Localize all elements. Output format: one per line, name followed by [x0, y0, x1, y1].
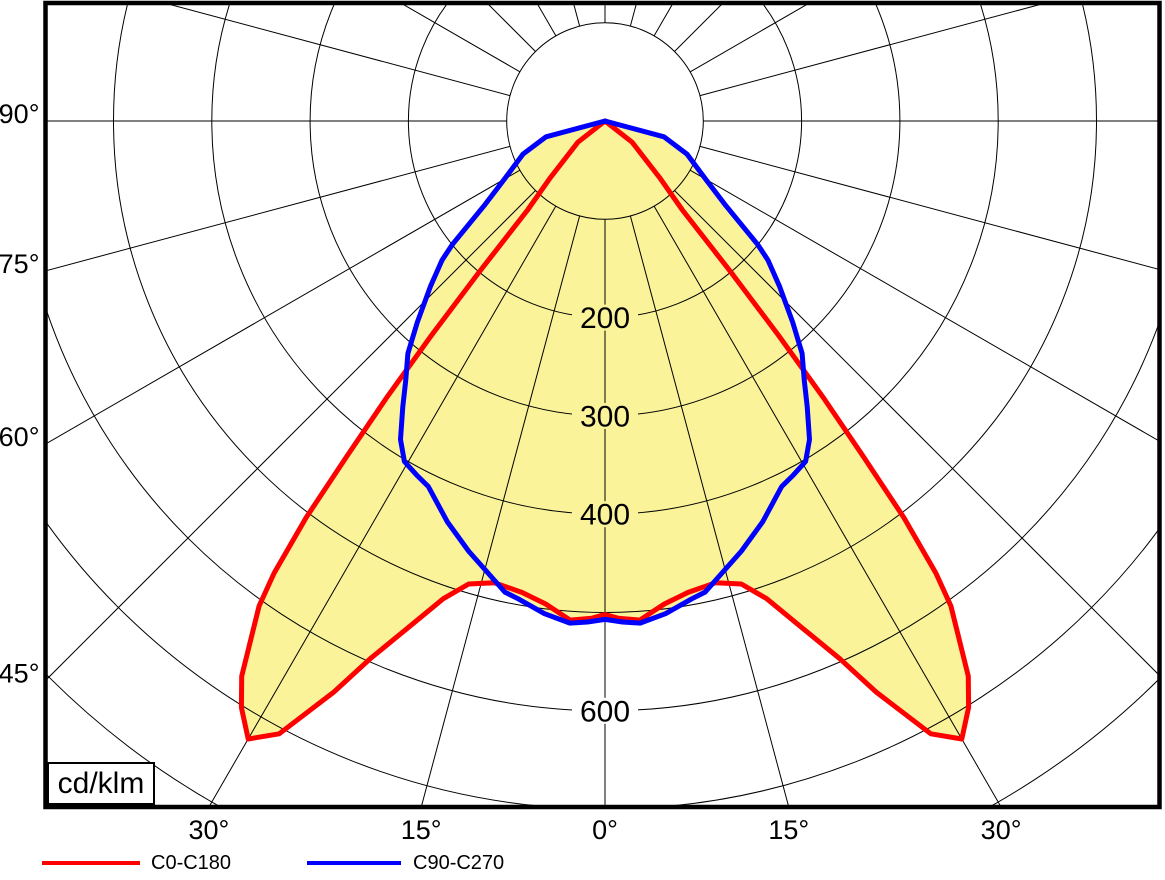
plot-border — [43, 0, 1162, 810]
grid-ray-330 — [209, 205, 557, 806]
gamma-label-left-75: 75° — [0, 249, 40, 279]
ring-label-200: 200 — [580, 302, 630, 335]
grid-ray-75 — [699, 145, 1158, 270]
gamma-label-left-90: 90° — [0, 99, 40, 129]
legend-item-c0-c180: C0-C180 — [42, 850, 231, 876]
gamma-label-bottom-0: 0° — [592, 815, 618, 845]
curves — [238, 118, 972, 742]
ring-labels: 200 300 400 600 — [572, 302, 638, 728]
gamma-label-bottom-30: 30° — [981, 815, 1022, 845]
grid-ray-105 — [699, 4, 1042, 97]
ring-label-400: 400 — [580, 499, 630, 532]
gamma-label-bottom--15: 15° — [401, 815, 442, 845]
grid-ray-315 — [47, 190, 536, 680]
ring-label-300: 300 — [580, 400, 630, 433]
grid-ray-210 — [537, 4, 557, 37]
units-label: cd/klm — [57, 766, 145, 800]
legend: C0-C180 C90-C270 — [0, 850, 1165, 878]
grid-ray-300 — [47, 169, 521, 444]
legend-label: C90-C270 — [413, 851, 505, 874]
legend-line-swatch — [42, 861, 140, 865]
ring-label-600: 600 — [580, 695, 630, 728]
units-box: cd/klm — [47, 762, 155, 805]
curve-c90-c270 — [398, 118, 812, 626]
legend-line-swatch — [307, 861, 401, 865]
grid-ray-255 — [168, 4, 511, 97]
grid-ray-285 — [47, 145, 511, 271]
legend-item-c90-c270: C90-C270 — [307, 850, 504, 876]
grid-ray-120 — [689, 4, 808, 73]
gamma-label-bottom--30: 30° — [188, 815, 229, 845]
grid-ray-135 — [674, 4, 723, 52]
grid-ray-30 — [653, 205, 1001, 806]
gamma-label-left-60: 60° — [0, 422, 40, 452]
grid-ray-60 — [689, 169, 1158, 441]
grid-ray-225 — [487, 4, 536, 52]
grid-ray-15 — [629, 215, 789, 806]
gamma-label-left-45: 45° — [0, 659, 40, 689]
curve-c0-c180 — [238, 118, 972, 742]
grid-ray-345 — [421, 215, 581, 806]
grid-ray-45 — [674, 190, 1158, 675]
gamma-label-bottom-15: 15° — [768, 815, 809, 845]
legend-label: C0-C180 — [151, 851, 232, 874]
